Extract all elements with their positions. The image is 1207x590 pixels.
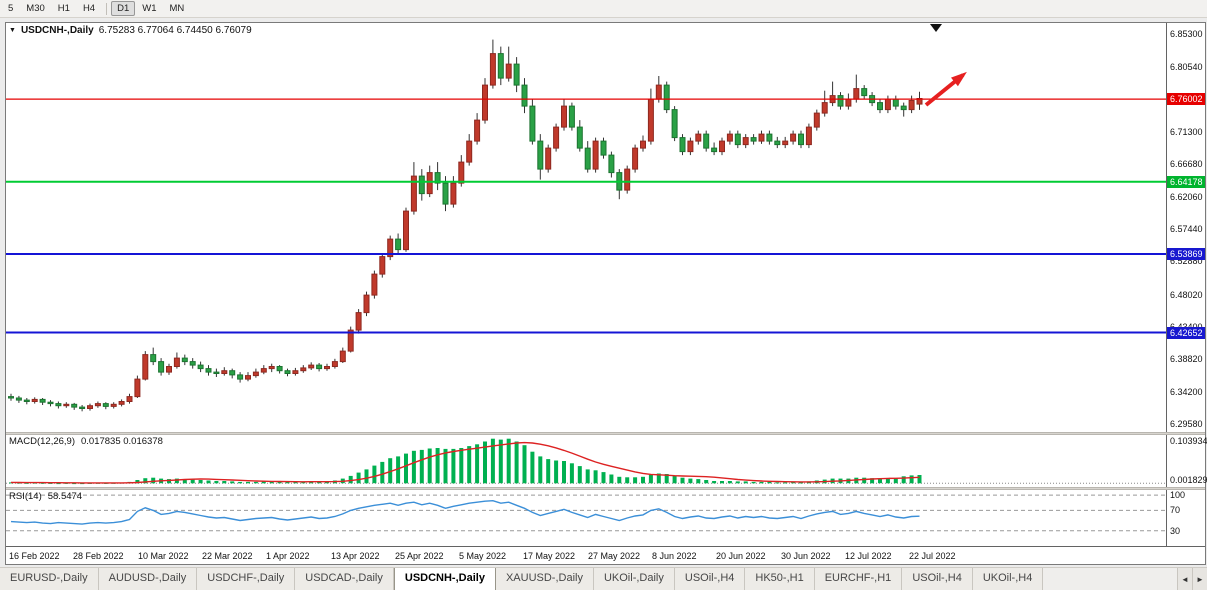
date-label: 22 Jul 2022 <box>909 551 956 561</box>
rsi-label-row: RSI(14) 58.5474 <box>9 491 82 502</box>
price-axis-label: 6.80540 <box>1170 62 1203 72</box>
price-axis-label: 6.66680 <box>1170 159 1203 169</box>
toolbar-separator <box>106 2 108 15</box>
rsi-axis-label-30: 30 <box>1170 526 1181 536</box>
pane-divider[interactable] <box>6 432 1205 435</box>
macd-canvas[interactable] <box>6 435 1166 487</box>
chart-tab-eurchf-h1[interactable]: EURCHF-,H1 <box>814 568 903 590</box>
price-axis-label: 6.34200 <box>1170 387 1203 397</box>
macd-pane: MACD(12,26,9) 0.017835 0.016378 <box>6 435 1166 487</box>
rsi-axis-label-70: 70 <box>1170 505 1181 515</box>
date-label: 13 Apr 2022 <box>331 551 380 561</box>
date-axis[interactable]: 16 Feb 2022 28 Feb 2022 10 Mar 2022 22 Mar … <box>6 546 1205 564</box>
price-axis-label: 6.71300 <box>1170 127 1203 137</box>
tab-scroll-right-icon[interactable]: ► <box>1192 568 1207 590</box>
date-label: 30 Jun 2022 <box>781 551 831 561</box>
date-label: 16 Feb 2022 <box>9 551 60 561</box>
date-label: 5 May 2022 <box>459 551 507 561</box>
chart-ohlc-values: 6.75283 6.77064 6.74450 6.76079 <box>98 25 252 36</box>
chart-title: ▼ USDCNH-,Daily 6.75283 6.77064 6.74450 … <box>9 25 252 36</box>
main-chart-canvas[interactable] <box>6 23 1166 432</box>
chart-tabs: EURUSD-,Daily AUDUSD-,Daily USDCHF-,Daily U… <box>0 568 1044 590</box>
date-label: 8 Jun 2022 <box>652 551 697 561</box>
price-axis-label: 6.85300 <box>1170 29 1203 39</box>
rsi-pane: RSI(14) 58.5474 <box>6 490 1166 546</box>
main-price-pane: ▼ USDCNH-,Daily 6.75283 6.77064 6.74450 … <box>6 23 1166 432</box>
price-axis[interactable]: 0.103934 0.001829 100 70 30 6.85300 6.805… <box>1166 23 1207 546</box>
date-label: 1 Apr 2022 <box>266 551 310 561</box>
timeframe-button-D1[interactable]: D1 <box>111 1 136 16</box>
chart-tab-eurusd-daily[interactable]: EURUSD-,Daily <box>0 568 99 590</box>
timeframe-button-M30[interactable]: M30 <box>26 3 45 14</box>
macd-axis-top-label: 0.103934 <box>1170 436 1207 446</box>
date-label: 22 Mar 2022 <box>202 551 253 561</box>
chart-tab-xauusd-daily[interactable]: XAUUSD-,Daily <box>495 568 594 590</box>
timeframe-toolbar: 5 M30 H1 H4 D1 W1 MN <box>0 0 1207 18</box>
pane-divider[interactable] <box>6 487 1205 490</box>
chart-tabbar: EURUSD-,Daily AUDUSD-,Daily USDCHF-,Daily U… <box>0 567 1207 590</box>
macd-axis-bottom-label: 0.001829 <box>1170 475 1207 485</box>
chart-tab-usdchf-daily[interactable]: USDCHF-,Daily <box>197 568 296 590</box>
date-label: 10 Mar 2022 <box>138 551 189 561</box>
date-label: 20 Jun 2022 <box>716 551 766 561</box>
chart-tab-ukoil-daily[interactable]: UKOil-,Daily <box>593 568 675 590</box>
macd-indicator-name: MACD(12,26,9) <box>9 436 75 447</box>
chart-tab-hk50-h1[interactable]: HK50-,H1 <box>745 568 815 590</box>
date-label: 12 Jul 2022 <box>845 551 892 561</box>
rsi-axis-label-100: 100 <box>1170 490 1186 500</box>
chart-tab-usoil-h4[interactable]: USOil-,H4 <box>674 568 746 590</box>
chart-dropdown-icon[interactable]: ▼ <box>9 26 16 34</box>
date-label: 28 Feb 2022 <box>73 551 124 561</box>
macd-label-row: MACD(12,26,9) 0.017835 0.016378 <box>9 436 163 447</box>
chart-tab-usdcad-daily[interactable]: USDCAD-,Daily <box>295 568 394 590</box>
chart-tab-usoil-h4[interactable]: USOil-,H4 <box>902 568 973 590</box>
price-axis-label: 6.52880 <box>1170 256 1203 266</box>
price-axis-label: 6.29580 <box>1170 419 1203 429</box>
timeframe-button-H1[interactable]: H1 <box>57 3 70 14</box>
rsi-current-value: 58.5474 <box>47 491 83 502</box>
price-axis-label: 6.48020 <box>1170 290 1203 300</box>
price-level-badge: 6.42652 <box>1167 327 1205 339</box>
macd-current-values: 0.017835 0.016378 <box>81 436 163 447</box>
date-label: 17 May 2022 <box>523 551 576 561</box>
timeframe-button-H4[interactable]: H4 <box>82 3 96 14</box>
date-label: 25 Apr 2022 <box>395 551 444 561</box>
chart-symbol-label: USDCNH-,Daily <box>20 25 94 36</box>
rsi-indicator-name: RSI(14) <box>9 491 42 502</box>
chart-tab-ukoil-h4[interactable]: UKOil-,H4 <box>972 568 1044 590</box>
date-label: 27 May 2022 <box>588 551 641 561</box>
timeframe-button-MN[interactable]: MN <box>169 3 185 14</box>
timeframe-button-5[interactable]: 5 <box>8 3 14 14</box>
price-level-badge: 6.53869 <box>1167 248 1205 260</box>
price-level-badge: 6.76002 <box>1167 93 1205 105</box>
price-axis-label: 6.62060 <box>1170 192 1203 202</box>
chart-tab-usdcnh-daily[interactable]: USDCNH-,Daily <box>393 568 496 590</box>
tab-scroll-buttons: ◄ ► <box>1177 568 1207 590</box>
price-axis-label: 6.38820 <box>1170 354 1203 364</box>
tab-scroll-left-icon[interactable]: ◄ <box>1177 568 1192 590</box>
price-level-badge: 6.64178 <box>1167 176 1205 188</box>
timeframe-button-W1[interactable]: W1 <box>142 3 157 14</box>
price-axis-label: 6.57440 <box>1170 224 1203 234</box>
rsi-canvas[interactable] <box>6 490 1166 546</box>
chart-area: ▼ USDCNH-,Daily 6.75283 6.77064 6.74450 … <box>5 22 1207 565</box>
chart-tab-audusd-daily[interactable]: AUDUSD-,Daily <box>98 568 198 590</box>
